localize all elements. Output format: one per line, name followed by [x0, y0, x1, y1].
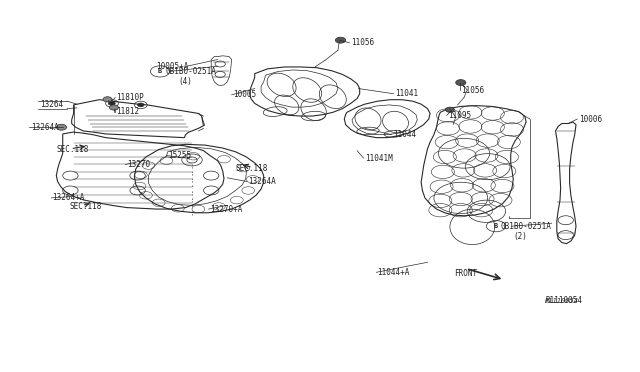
Circle shape [109, 102, 115, 105]
Text: 10005+A: 10005+A [156, 62, 189, 71]
Text: 11041M: 11041M [365, 154, 392, 163]
Text: 13270: 13270 [127, 160, 150, 169]
Circle shape [445, 107, 454, 112]
Text: B: B [158, 68, 162, 74]
Text: 0B1B0-0251A: 0B1B0-0251A [165, 67, 216, 76]
Text: B: B [494, 223, 498, 229]
Text: SEC.118: SEC.118 [236, 164, 268, 173]
Text: 11810P: 11810P [116, 93, 144, 102]
Text: 11044+A: 11044+A [378, 268, 410, 277]
Text: R1110054: R1110054 [545, 296, 582, 305]
Text: 13264+A: 13264+A [52, 193, 85, 202]
Text: R1110054: R1110054 [545, 298, 579, 304]
Circle shape [109, 105, 118, 110]
Circle shape [335, 37, 346, 43]
Text: 11044: 11044 [394, 130, 417, 139]
Text: 10005: 10005 [234, 90, 257, 99]
Text: 11812: 11812 [116, 107, 140, 116]
Text: 13264A: 13264A [248, 177, 276, 186]
Text: (4): (4) [178, 77, 192, 86]
Text: SEC.118: SEC.118 [69, 202, 102, 211]
Text: 10006: 10006 [579, 115, 602, 124]
Circle shape [138, 103, 144, 107]
Text: 0B1B0-0251A: 0B1B0-0251A [500, 222, 551, 231]
Text: 13270+A: 13270+A [210, 205, 243, 214]
Circle shape [56, 124, 67, 130]
Text: 11041: 11041 [396, 89, 419, 98]
Text: 13264A: 13264A [31, 123, 58, 132]
Text: 11095: 11095 [448, 111, 471, 120]
Text: 13264: 13264 [40, 100, 63, 109]
Circle shape [103, 97, 112, 102]
Text: (2): (2) [513, 232, 527, 241]
Text: 11056: 11056 [461, 86, 484, 94]
Text: 11056: 11056 [351, 38, 374, 47]
Text: 15255: 15255 [168, 151, 191, 160]
Text: SEC.118: SEC.118 [56, 145, 89, 154]
Text: FRONT: FRONT [454, 269, 477, 278]
Circle shape [456, 80, 466, 86]
